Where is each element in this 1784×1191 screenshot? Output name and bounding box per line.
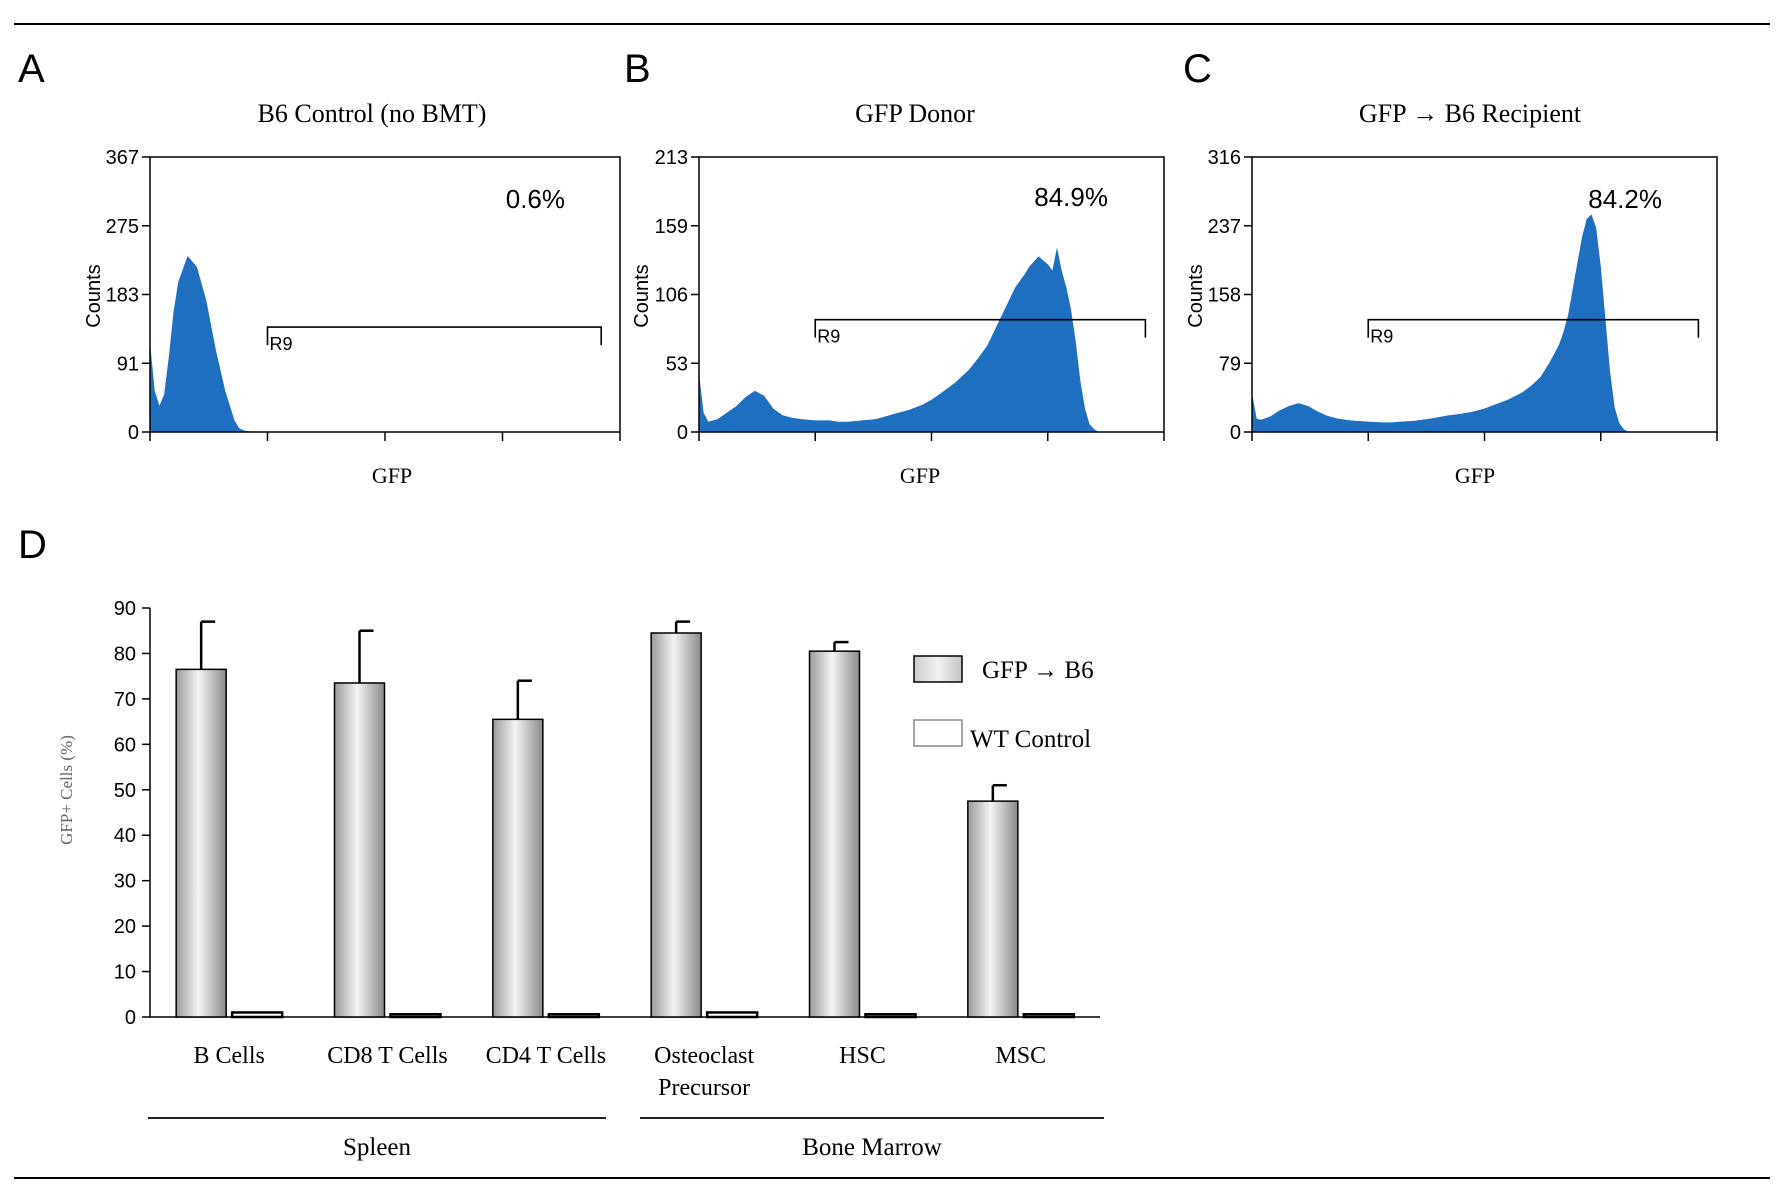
panel-letter-c: C — [1183, 47, 1212, 91]
bar-chart-panel-d: 0 10 20 30 40 50 60 70 80 90 B Cells CD8 T Cells CD… — [57, 598, 1104, 1161]
y-tick-label: 40 — [114, 825, 136, 847]
panel-letter-d: D — [18, 523, 47, 567]
y-tick-label: 10 — [114, 962, 136, 984]
legend-swatch-gfp-b6 — [913, 655, 963, 683]
histogram-panel-a: B6 Control (no BMT) 0 91 183 275 367 R9 0.6%… — [83, 99, 621, 488]
bar-gfp-b6 — [808, 650, 861, 1018]
y-tick-label: 70 — [114, 689, 136, 711]
bar-y-axis: 0 10 20 30 40 50 60 70 80 90 — [114, 598, 151, 1029]
bars — [175, 620, 1076, 1019]
x-axis-label-a: GFP — [372, 463, 412, 488]
legend-swatch-wt-control — [913, 719, 963, 747]
bar-gfp-b6 — [175, 668, 227, 1018]
x-axis-label-b: GFP — [900, 463, 940, 488]
y-tick-label: 158 — [1208, 285, 1241, 307]
gate-label-a: R9 — [270, 334, 293, 354]
category-label: B Cells — [193, 1043, 264, 1069]
y-tick-label: 50 — [114, 780, 136, 802]
gate-label-c: R9 — [1370, 327, 1393, 347]
y-tick-label: 20 — [114, 916, 136, 938]
y-tick-label: 90 — [114, 598, 136, 620]
y-tick-label: 91 — [117, 353, 139, 375]
panel-letter-a: A — [18, 47, 45, 91]
gate-r9-a — [266, 326, 602, 346]
y-ticks-b: 0 53 106 159 213 — [655, 147, 699, 444]
y-tick-label: 213 — [655, 147, 688, 169]
y-tick-label: 183 — [106, 285, 139, 307]
y-tick-label: 53 — [666, 353, 688, 375]
bar-y-axis-label: GFP+ Cells (%) — [57, 735, 76, 845]
histogram-area-c — [1252, 214, 1629, 432]
histogram-panel-c: GFP → B6 Recipient 0 79 158 237 316 R9 84.2%… — [1185, 99, 1718, 488]
bar-gfp-b6 — [492, 718, 544, 1018]
percent-label-b: 84.9% — [1034, 182, 1108, 212]
y-tick-label: 159 — [655, 216, 688, 238]
y-tick-label: 0 — [125, 1007, 136, 1029]
histogram-area-b — [699, 247, 1099, 432]
y-axis-label-c: Counts — [1185, 264, 1207, 327]
y-tick-label: 316 — [1208, 147, 1241, 169]
x-axis-label-c: GFP — [1455, 463, 1495, 488]
bar-gfp-b6 — [333, 682, 386, 1018]
category-label: MSC — [995, 1043, 1046, 1069]
y-tick-label: 0 — [128, 422, 139, 444]
gate-label-b: R9 — [817, 327, 840, 347]
y-tick-label: 237 — [1208, 216, 1241, 238]
histogram-title-a: B6 Control (no BMT) — [258, 99, 487, 128]
category-label: CD8 T Cells — [327, 1043, 447, 1069]
y-tick-label: 79 — [1219, 353, 1241, 375]
category-label: CD4 T Cells — [486, 1043, 606, 1069]
y-axis-label-a: Counts — [83, 264, 105, 327]
legend: GFP → B6 WT Control — [913, 655, 1094, 753]
histogram-title-b: GFP Donor — [855, 99, 975, 128]
y-tick-label: 0 — [677, 422, 688, 444]
category-labels: B Cells CD8 T Cells CD4 T Cells Osteoclast P… — [193, 1043, 1046, 1101]
y-tick-label: 106 — [655, 285, 688, 307]
x-ticks-a — [149, 432, 621, 441]
y-tick-label: 60 — [114, 734, 136, 756]
y-ticks-c: 0 79 158 237 316 — [1208, 147, 1252, 444]
group-label: Bone Marrow — [802, 1134, 942, 1161]
y-tick-label: 80 — [114, 643, 136, 665]
histogram-panel-b: GFP Donor 0 53 106 159 213 R9 84.9% Counts G… — [631, 99, 1165, 488]
group-label: Spleen — [343, 1134, 412, 1161]
bar-wt-control — [864, 1013, 917, 1019]
y-tick-label: 367 — [106, 147, 139, 169]
legend-label-wt-control: WT Control — [970, 726, 1091, 753]
gate-r9-b — [814, 318, 1147, 338]
panel-letter-b: B — [624, 47, 651, 91]
bar-wt-control — [1022, 1013, 1076, 1019]
y-tick-label: 0 — [1230, 422, 1241, 444]
histogram-area-a — [150, 255, 254, 432]
y-tick-label: 275 — [106, 216, 139, 238]
category-label: Osteoclast — [654, 1043, 754, 1069]
bar-gfp-b6 — [650, 632, 702, 1018]
group-brackets: Spleen Bone Marrow — [148, 1117, 1104, 1161]
y-tick-label: 30 — [114, 871, 136, 893]
x-ticks-c — [1251, 432, 1718, 441]
percent-label-c: 84.2% — [1588, 184, 1662, 214]
histogram-title-c: GFP → B6 Recipient — [1359, 99, 1582, 128]
legend-label-gfp-b6: GFP → B6 — [982, 657, 1094, 684]
bar-wt-control — [705, 1011, 759, 1019]
bar-wt-control — [230, 1011, 284, 1019]
y-axis-label-b: Counts — [631, 264, 653, 327]
x-ticks-b — [698, 432, 1165, 441]
bar-wt-control — [547, 1013, 601, 1019]
category-label: HSC — [839, 1043, 886, 1069]
bar-wt-control — [389, 1013, 442, 1019]
category-label-line2: Precursor — [658, 1075, 750, 1101]
gate-r9-c — [1367, 318, 1700, 338]
bar-gfp-b6 — [967, 800, 1019, 1018]
y-ticks-a: 0 91 183 275 367 — [106, 147, 150, 444]
percent-label-a: 0.6% — [506, 184, 565, 214]
